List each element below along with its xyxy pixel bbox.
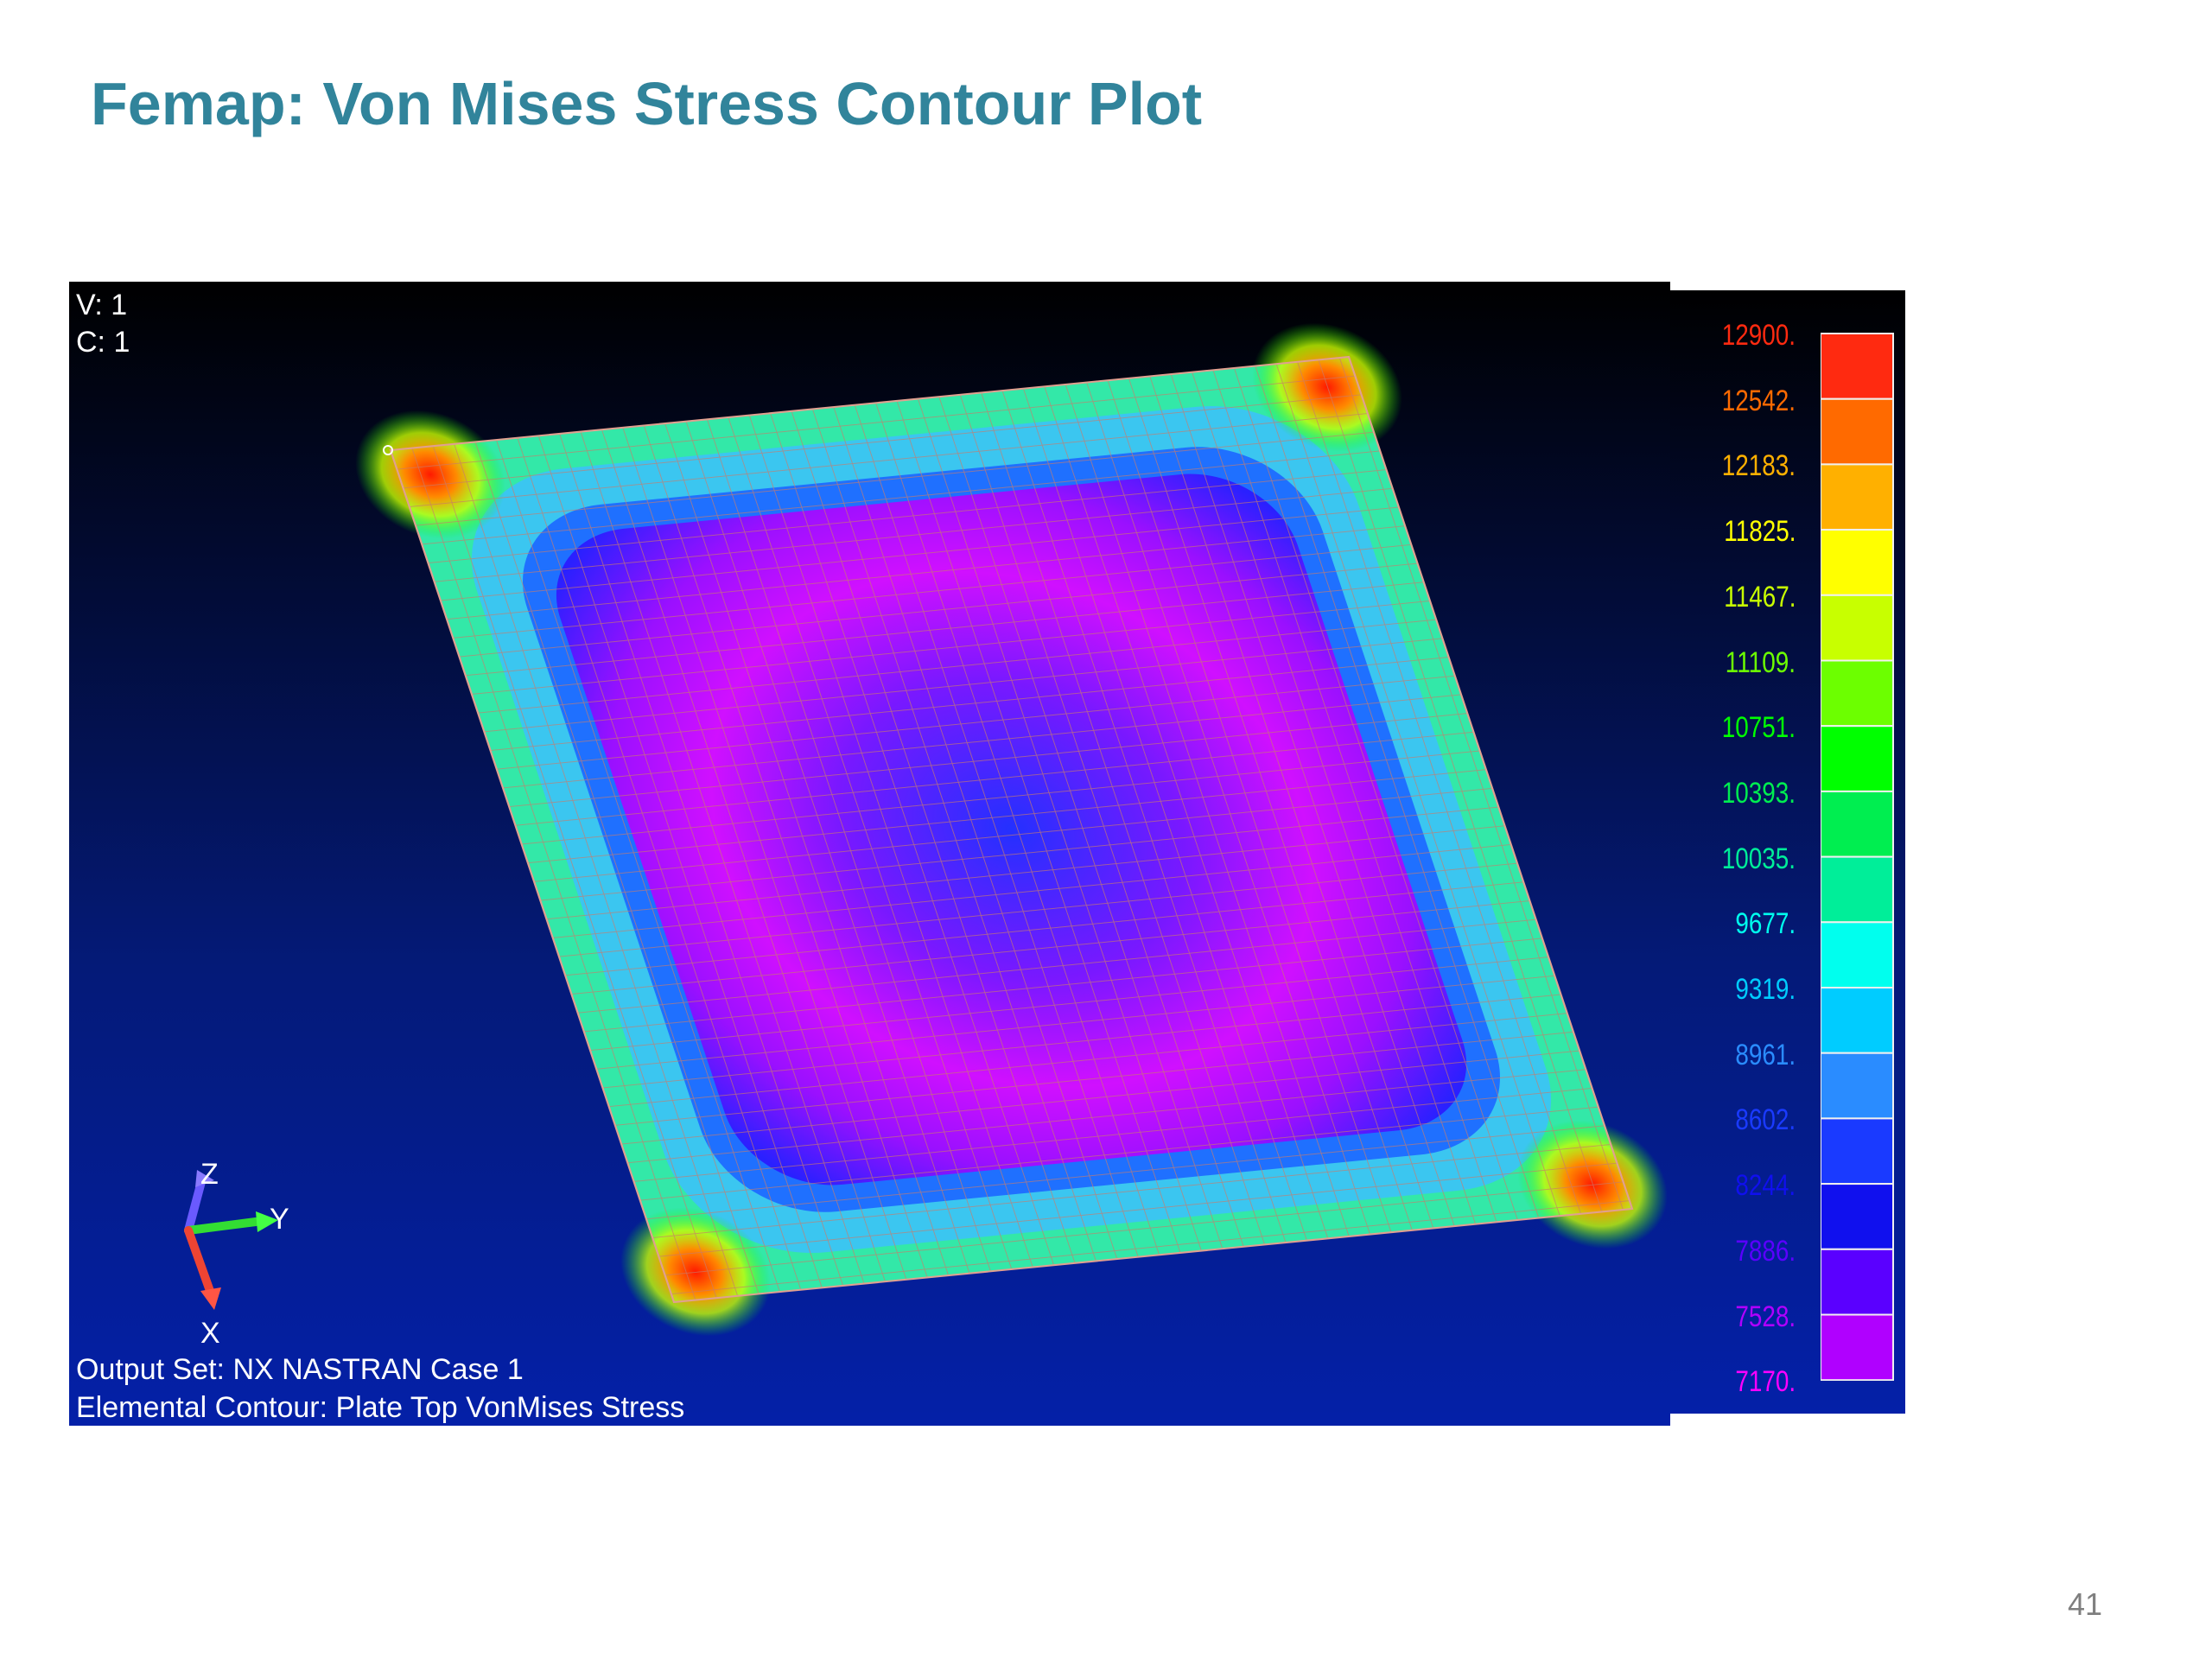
z-axis-arrowhead: [195, 1170, 214, 1187]
legend-swatch: [1821, 659, 1894, 728]
legend-label: 7170.: [1735, 1365, 1796, 1399]
legend-swatch: [1821, 1313, 1894, 1381]
legend-label: 11467.: [1723, 580, 1796, 613]
axis-triad: [184, 1170, 278, 1310]
legend-label: 12900.: [1721, 319, 1796, 352]
legend-label: 12542.: [1721, 384, 1796, 417]
legend-label: 12183.: [1721, 449, 1796, 483]
legend-label: 10393.: [1721, 776, 1796, 810]
contour-description: Elemental Contour: Plate Top VonMises St…: [76, 1391, 685, 1424]
legend-label: 9319.: [1735, 973, 1796, 1006]
x-axis-arrow: [184, 1226, 214, 1295]
legend-swatch: [1821, 397, 1894, 466]
legend-swatch: [1821, 987, 1894, 1054]
legend-swatch: [1821, 594, 1894, 662]
legend-swatch: [1821, 463, 1894, 531]
legend-swatch: [1821, 921, 1894, 988]
legend-swatch: [1821, 725, 1894, 792]
output-set-label: Output Set: NX NASTRAN Case 1: [76, 1353, 524, 1386]
mesh-grid: [391, 356, 1632, 1303]
plate-contour-plot[interactable]: [69, 282, 1670, 1426]
legend-label: 8961.: [1735, 1038, 1796, 1071]
legend-color-bar: [1821, 333, 1894, 1381]
legend-label: 9677.: [1735, 907, 1796, 941]
legend-label: 7886.: [1735, 1234, 1796, 1268]
triad-z-label: Z: [200, 1158, 219, 1191]
legend-swatch: [1821, 1248, 1894, 1316]
legend-swatch: [1821, 1052, 1894, 1120]
legend-label: 10035.: [1721, 842, 1796, 875]
triad-x-label: X: [200, 1317, 220, 1350]
contour-legend: 12900. 12542. 12183. 11825. 11467. 11109. 1075…: [1670, 290, 1905, 1414]
x-axis-arrowhead: [200, 1287, 221, 1310]
triad-y-label: Y: [270, 1203, 289, 1236]
view-label: V: 1: [76, 289, 128, 321]
plate-outline: [389, 355, 1634, 1304]
node-marker: [383, 445, 393, 455]
legend-swatch: [1821, 790, 1894, 858]
page-number: 41: [2067, 1586, 2102, 1622]
legend-swatch: [1821, 1117, 1894, 1185]
legend-label: 8244.: [1735, 1169, 1796, 1203]
legend-swatch: [1821, 855, 1894, 924]
legend-swatch: [1821, 1183, 1894, 1250]
legend-label: 11825.: [1723, 515, 1796, 549]
y-axis-arrowhead: [256, 1211, 278, 1232]
legend-swatch: [1821, 529, 1894, 596]
model-viewport[interactable]: V: 1 C: 1 Z Y X Output Set: NX NASTRAN C…: [69, 282, 1670, 1426]
case-label: C: 1: [76, 326, 130, 359]
legend-label: 8602.: [1735, 1103, 1796, 1137]
legend-swatch: [1821, 333, 1894, 400]
legend-label: 11109.: [1725, 645, 1796, 679]
y-axis-arrow: [184, 1217, 260, 1235]
legend-label: 10751.: [1721, 711, 1796, 745]
slide-title: Femap: Von Mises Stress Contour Plot: [91, 70, 1203, 137]
z-axis-arrow: [184, 1174, 207, 1235]
legend-label: 7528.: [1735, 1300, 1796, 1333]
